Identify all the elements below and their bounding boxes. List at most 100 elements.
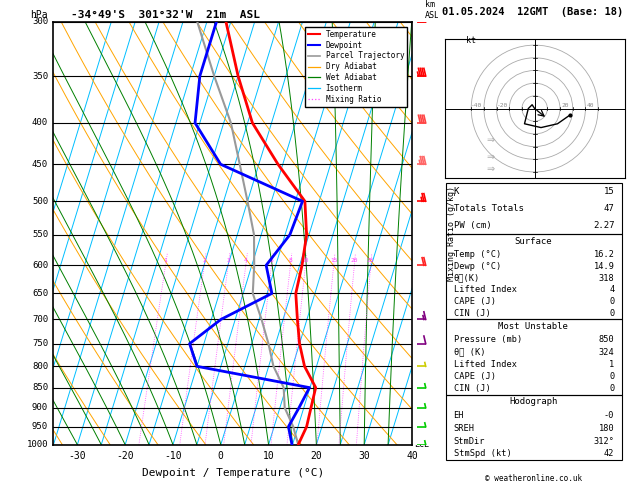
Text: Dewpoint / Temperature (°C): Dewpoint / Temperature (°C) [142,468,324,478]
Text: 40: 40 [406,451,418,461]
Text: 0: 0 [610,384,615,393]
Text: 700: 700 [32,315,48,324]
Text: 7: 7 [414,40,419,49]
Text: Dewp (°C): Dewp (°C) [454,262,501,271]
Text: 600: 600 [32,261,48,270]
Text: 20: 20 [350,258,358,263]
Text: 5: 5 [414,306,418,312]
Text: ⇒: ⇒ [486,164,494,174]
Text: 180: 180 [599,424,615,433]
Text: 4: 4 [244,258,248,263]
Text: 8: 8 [289,258,292,263]
Text: 6: 6 [414,119,419,127]
Text: CIN (J): CIN (J) [454,309,491,318]
Text: 5: 5 [414,197,419,206]
Text: 10: 10 [302,258,309,263]
Text: Most Unstable: Most Unstable [498,322,568,331]
Text: 4: 4 [414,261,419,270]
Text: 850: 850 [32,383,48,392]
Text: kt: kt [466,35,476,45]
Text: 318: 318 [599,274,615,283]
Text: 950: 950 [32,422,48,431]
Text: 450: 450 [32,160,48,169]
Text: 42: 42 [604,450,615,458]
Text: K: K [454,187,459,196]
Text: Lifted Index: Lifted Index [454,285,516,295]
Text: 1: 1 [164,258,167,263]
Text: 4: 4 [610,285,615,295]
Text: 3: 3 [414,315,419,324]
Text: 3: 3 [414,354,418,360]
Text: StmSpd (kt): StmSpd (kt) [454,450,511,458]
Text: 2.27: 2.27 [593,221,615,230]
Text: 300: 300 [32,17,48,26]
Text: 800: 800 [32,362,48,371]
Text: SREH: SREH [454,424,474,433]
Text: -20: -20 [116,451,134,461]
Text: -10: -10 [164,451,182,461]
Text: StmDir: StmDir [454,436,485,446]
Text: 16.2: 16.2 [594,250,615,259]
Text: 25: 25 [367,258,374,263]
Text: 40: 40 [587,104,594,108]
Text: Hodograph: Hodograph [509,398,557,406]
Text: CIN (J): CIN (J) [454,384,491,393]
Text: 550: 550 [32,230,48,239]
Text: 10: 10 [263,451,274,461]
Legend: Temperature, Dewpoint, Parcel Trajectory, Dry Adiabat, Wet Adiabat, Isotherm, Mi: Temperature, Dewpoint, Parcel Trajectory… [305,27,408,107]
Text: θᴀ (K): θᴀ (K) [454,347,485,357]
Text: 0: 0 [610,309,615,318]
Text: -34°49'S  301°32'W  21m  ASL: -34°49'S 301°32'W 21m ASL [72,10,260,20]
Text: 1: 1 [414,411,418,417]
Text: 4: 4 [414,338,418,344]
Text: 2: 2 [414,362,419,371]
Text: θᴀ(K): θᴀ(K) [454,274,480,283]
Text: Lifted Index: Lifted Index [454,360,516,369]
Text: 1000: 1000 [26,440,48,449]
Text: 350: 350 [32,71,48,81]
Text: 2: 2 [414,378,418,383]
Text: 15: 15 [330,258,337,263]
Text: 6: 6 [270,258,274,263]
Text: 20: 20 [311,451,322,461]
Text: 0: 0 [218,451,224,461]
Text: ⇒: ⇒ [486,135,494,145]
Text: PW (cm): PW (cm) [454,221,491,230]
Text: 1: 1 [414,403,419,412]
Text: 850: 850 [599,335,615,345]
Text: 400: 400 [32,119,48,127]
Text: 750: 750 [32,339,48,348]
Text: Mixing Ratio (g/kg): Mixing Ratio (g/kg) [447,186,455,281]
Text: 650: 650 [32,289,48,298]
Text: km
ASL: km ASL [425,0,440,20]
Text: -40: -40 [471,104,482,108]
Text: -0: -0 [604,411,615,420]
Text: ⇒: ⇒ [486,152,494,162]
Text: 0: 0 [610,297,615,306]
Text: CAPE (J): CAPE (J) [454,297,496,306]
Text: Totals Totals: Totals Totals [454,204,523,213]
Text: LCL: LCL [414,440,429,449]
Text: 47: 47 [604,204,615,213]
Text: hPa: hPa [30,10,48,20]
Text: -20: -20 [497,104,508,108]
Text: 1: 1 [610,360,615,369]
Text: 20: 20 [561,104,569,108]
Text: Surface: Surface [515,237,552,246]
Text: 2: 2 [203,258,206,263]
Text: 900: 900 [32,403,48,412]
Text: 3: 3 [226,258,230,263]
Text: © weatheronline.co.uk: © weatheronline.co.uk [484,474,582,483]
Text: EH: EH [454,411,464,420]
Text: 0: 0 [610,372,615,381]
Text: -30: -30 [69,451,86,461]
Text: CAPE (J): CAPE (J) [454,372,496,381]
Text: 312°: 312° [594,436,615,446]
Text: 500: 500 [32,197,48,206]
Text: 14.9: 14.9 [594,262,615,271]
Text: 324: 324 [599,347,615,357]
Text: 01.05.2024  12GMT  (Base: 18): 01.05.2024 12GMT (Base: 18) [442,7,624,17]
Text: Temp (°C): Temp (°C) [454,250,501,259]
Text: Pressure (mb): Pressure (mb) [454,335,522,345]
Text: 15: 15 [604,187,615,196]
